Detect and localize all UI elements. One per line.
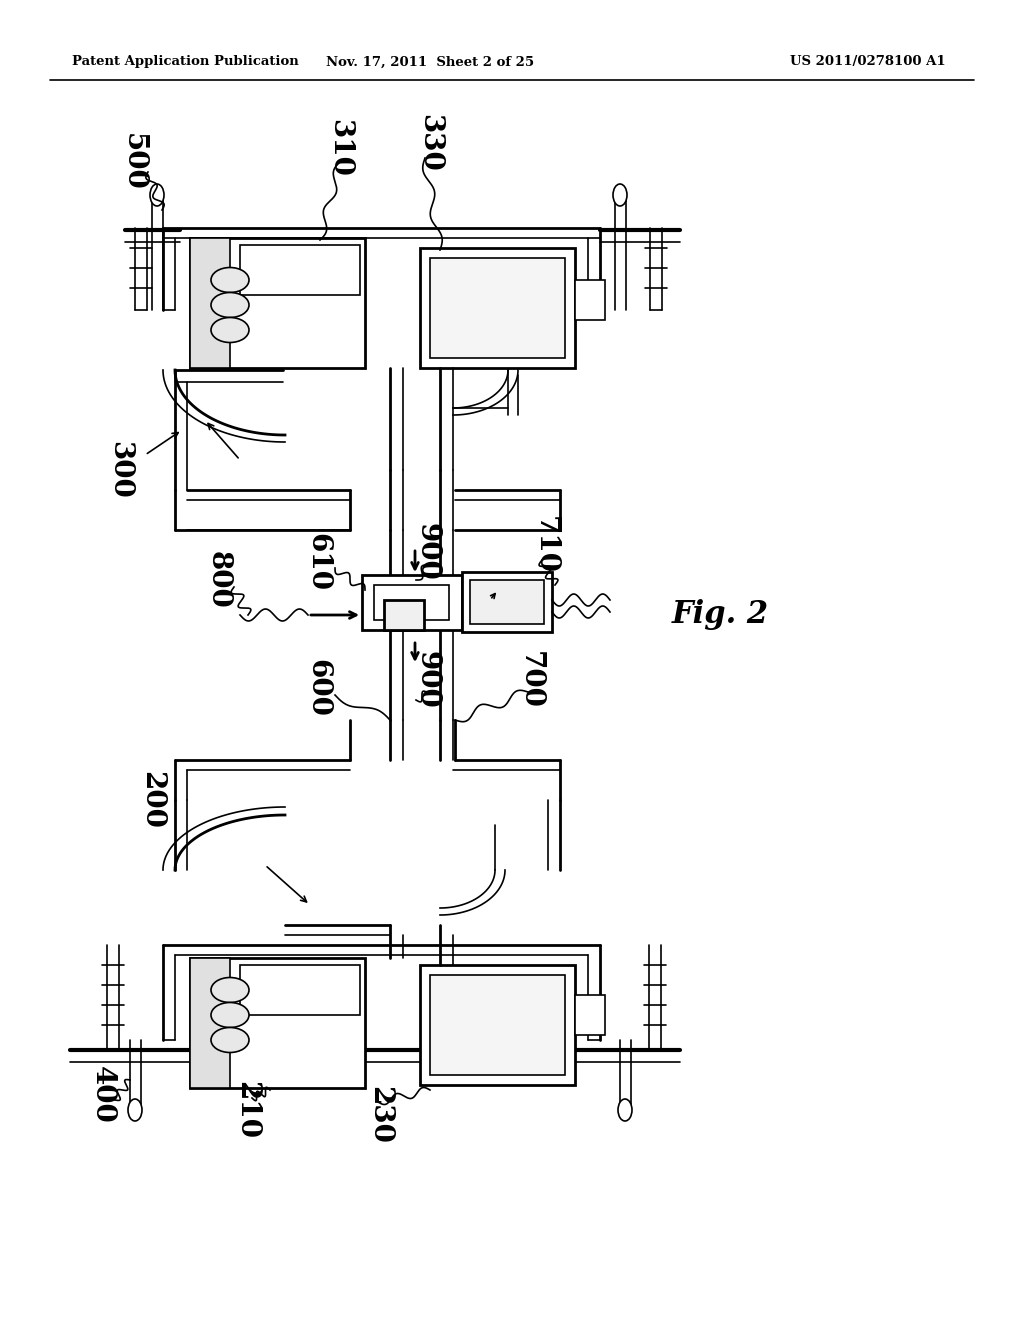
Ellipse shape (211, 1002, 249, 1027)
Ellipse shape (211, 293, 249, 318)
Text: 900: 900 (414, 523, 440, 581)
Bar (374, 585, 449, 620)
Text: 300: 300 (106, 441, 133, 499)
Text: Fig. 2: Fig. 2 (672, 599, 769, 631)
Ellipse shape (128, 1100, 142, 1121)
Text: 700: 700 (516, 651, 544, 709)
Bar (462, 572, 552, 632)
Bar (420, 965, 575, 1085)
Bar (430, 975, 565, 1074)
Bar (420, 248, 575, 368)
Text: 210: 210 (233, 1081, 260, 1139)
Text: 710: 710 (531, 516, 558, 574)
Bar (240, 246, 360, 294)
Bar (430, 257, 565, 358)
Text: 800: 800 (205, 552, 231, 609)
Text: 310: 310 (327, 119, 353, 177)
Text: 900: 900 (414, 651, 440, 709)
Text: 610: 610 (304, 533, 332, 591)
Bar (575, 995, 605, 1035)
Bar (575, 280, 605, 319)
Ellipse shape (211, 978, 249, 1002)
Bar (190, 958, 230, 1088)
Bar (190, 238, 365, 368)
Ellipse shape (150, 183, 164, 206)
Ellipse shape (211, 1027, 249, 1052)
Text: Patent Application Publication: Patent Application Publication (72, 55, 299, 69)
Bar (240, 965, 360, 1015)
Ellipse shape (211, 318, 249, 342)
Bar (190, 958, 365, 1088)
Text: 600: 600 (304, 659, 332, 717)
Text: US 2011/0278100 A1: US 2011/0278100 A1 (790, 55, 945, 69)
Text: 330: 330 (417, 114, 443, 172)
Text: 500: 500 (120, 133, 146, 191)
Bar (470, 579, 544, 624)
Text: 400: 400 (88, 1067, 116, 1123)
Text: Nov. 17, 2011  Sheet 2 of 25: Nov. 17, 2011 Sheet 2 of 25 (326, 55, 535, 69)
Ellipse shape (618, 1100, 632, 1121)
Text: 230: 230 (367, 1086, 393, 1144)
Bar (190, 238, 230, 368)
Bar (384, 601, 424, 630)
Bar (362, 576, 462, 630)
Text: 200: 200 (138, 771, 166, 829)
Ellipse shape (613, 183, 627, 206)
Ellipse shape (211, 268, 249, 293)
